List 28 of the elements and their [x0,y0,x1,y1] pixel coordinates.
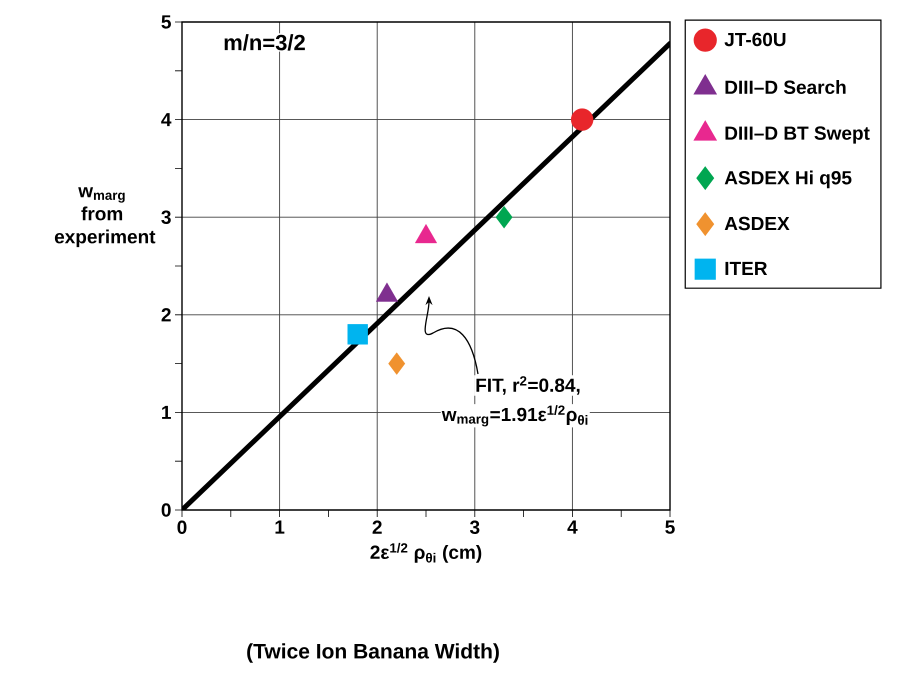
annotation: m/n=3/2 [224,34,305,51]
x-tick-label: 2 [372,520,382,534]
legend-label: ASDEX Hi q95 [724,170,852,188]
y-tick-label: 0 [162,503,171,517]
legend-label: DIII–D Search [726,80,846,94]
point [570,108,594,131]
legend-label: ITER [726,262,768,275]
y-tick-label: 2 [162,308,171,322]
annotation: FIT, r$^{2}$=0.84, [476,376,580,395]
legend-label: DIII–D BT Swept [726,126,870,144]
point [347,324,368,345]
x-tick-label: 4 [567,520,578,534]
x-tick-label: 5 [665,520,675,534]
legend-label: JT-60U [724,32,786,46]
x-axis-title: 2ε$^{1/2}$ ρ$_{θi}$ (cm) [370,542,482,563]
x-tick-label: 3 [470,520,480,534]
legend-label: ASDEX [724,216,790,230]
x-tick-label: 0 [177,520,187,534]
text: (Twice Ion Banana Width) [247,643,499,663]
y-tick-label: 4 [161,113,172,126]
annotation: w$_{marg}$=1.91ε$^{1/2}$ρ$_{θi}$ [442,405,588,426]
y-tick-label: 1 [162,406,171,419]
point [496,206,513,228]
y-tick-label: 3 [161,210,171,224]
x-tick-label: 1 [276,520,284,534]
y-tick-label: 5 [161,15,171,29]
point [388,352,406,375]
y-axis-title: w$_{marg}$ from experiment [54,187,156,248]
